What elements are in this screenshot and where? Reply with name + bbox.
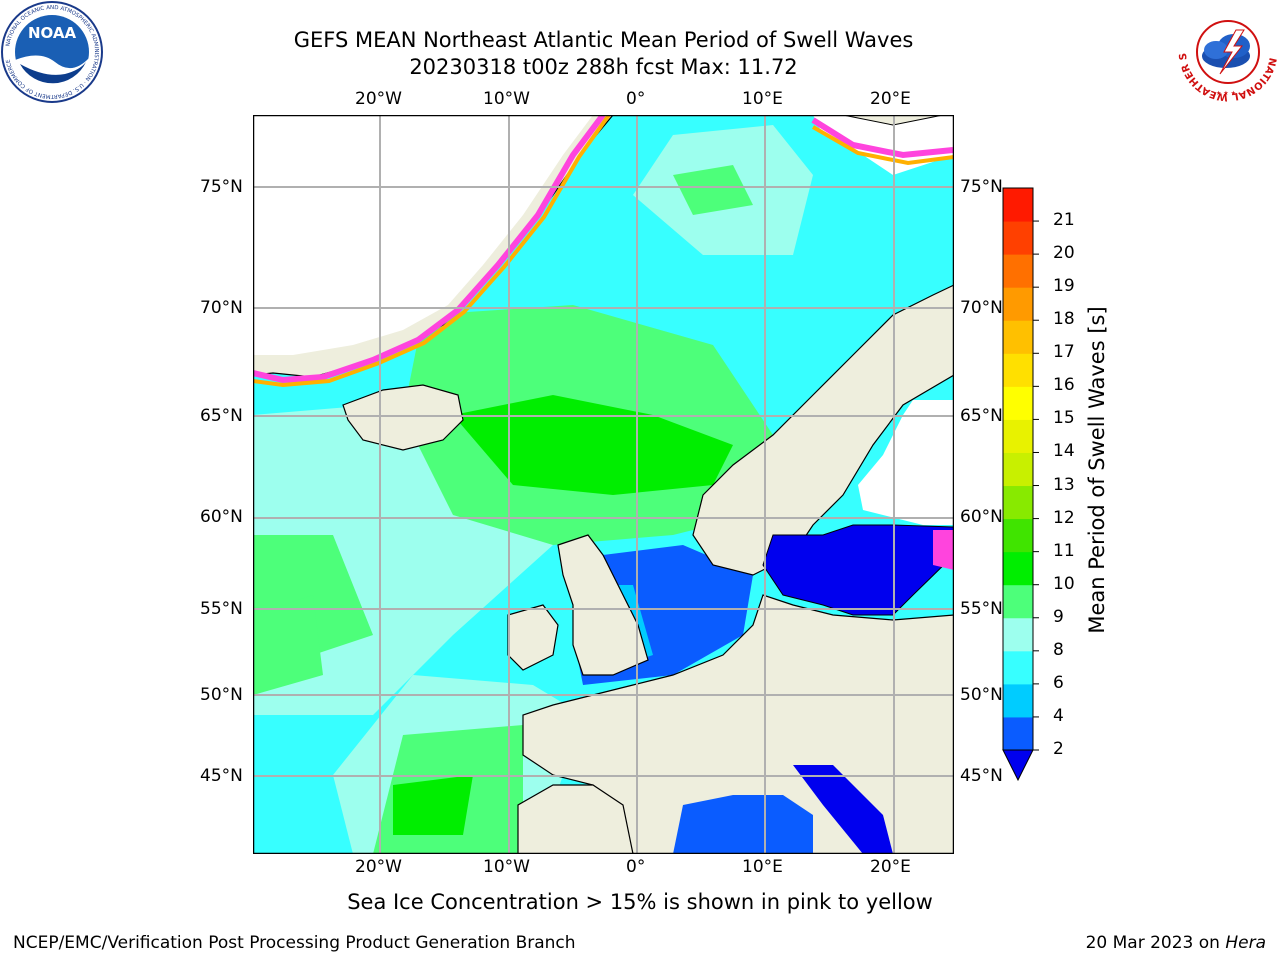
colorbar-tick-label: 12 <box>1053 507 1075 528</box>
lon-label-top: 20°E <box>870 89 911 109</box>
footer-machine: Hera <box>1225 933 1266 953</box>
colorbar-tick-label: 2 <box>1053 739 1064 759</box>
lat-label-right: 65°N <box>960 406 1003 426</box>
map-title: GEFS MEAN Northeast Atlantic Mean Period… <box>293 28 914 52</box>
colorbar-tick-label: 17 <box>1053 342 1075 363</box>
colorbar-segment <box>1003 584 1033 619</box>
colorbar-tick-label: 21 <box>1053 210 1075 231</box>
lat-label-right: 60°N <box>960 507 1003 527</box>
lat-label-right: 50°N <box>960 685 1003 705</box>
colorbar-segment <box>1003 716 1033 751</box>
colorbar-segment <box>1003 485 1033 520</box>
lon-label-bottom: 20°E <box>870 857 911 877</box>
lat-label-left: 60°N <box>200 507 243 527</box>
great-britain <box>557 534 649 676</box>
colorbar-tick-label: 6 <box>1053 672 1064 693</box>
colorbar-segment <box>1003 353 1033 387</box>
colorbar-tick-label: 15 <box>1053 408 1075 429</box>
lon-label-bottom: 10°W <box>483 857 530 877</box>
colorbar-segment <box>1003 452 1033 487</box>
lat-label-right: 55°N <box>960 599 1003 619</box>
lon-label-top: 0° <box>626 89 646 109</box>
lat-label-left: 45°N <box>200 766 243 786</box>
colorbar-segment <box>1003 320 1033 354</box>
colorbar-segment <box>1003 188 1033 222</box>
iberia <box>517 784 634 854</box>
colorbar-tick-label: 11 <box>1053 540 1075 561</box>
colorbar-tick-label: 16 <box>1053 375 1075 396</box>
noaa-logo: NOAA NATIONAL OCEANIC AND ATMOSPHERIC AD… <box>1 1 103 103</box>
colorbar-segment <box>1003 221 1033 255</box>
footer-credit: NCEP/EMC/Verification Post Processing Pr… <box>13 933 576 953</box>
lon-label-top: 10°W <box>483 89 530 109</box>
colorbar-segment <box>1003 518 1033 553</box>
lat-label-left: 55°N <box>200 599 243 619</box>
lat-label-right: 75°N <box>960 177 1003 197</box>
lat-label-left: 75°N <box>200 177 243 197</box>
colorbar <box>1002 187 1039 782</box>
colorbar-segment <box>1003 386 1033 420</box>
nws-logo: NATIONAL WEATHER SERVICE ★ ★ ★ <box>1176 0 1278 102</box>
scandinavia <box>692 284 954 576</box>
lon-label-bottom: 0° <box>626 857 646 877</box>
map-subtitle: 20230318 t00z 288h fcst Max: 11.72 <box>409 55 798 79</box>
lat-label-right: 45°N <box>960 766 1003 786</box>
colorbar-segment <box>1003 650 1033 685</box>
lat-label-left: 70°N <box>200 298 243 318</box>
sea-ice-caption: Sea Ice Concentration > 15% is shown in … <box>347 890 933 914</box>
colorbar-under-arrow <box>1002 749 1034 782</box>
lat-label-right: 70°N <box>960 298 1003 318</box>
swell-period-map <box>253 115 954 854</box>
colorbar-segment <box>1003 617 1033 652</box>
colorbar-tick-label: 4 <box>1053 705 1064 726</box>
lon-label-bottom: 10°E <box>742 857 783 877</box>
colorbar-segment <box>1003 254 1033 288</box>
colorbar-tick-label: 14 <box>1053 441 1075 462</box>
colorbar-tick-label: 18 <box>1053 309 1075 330</box>
mediterranean <box>673 795 813 854</box>
footer-date-text: 20 Mar 2023 on <box>1085 933 1226 953</box>
colorbar-tick-label: 9 <box>1053 606 1064 627</box>
lon-label-bottom: 20°W <box>355 857 402 877</box>
colorbar-tick-label: 8 <box>1053 639 1064 660</box>
lon-label-top: 10°E <box>742 89 783 109</box>
footer-date: 20 Mar 2023 on Hera <box>1086 933 1266 953</box>
colorbar-segment <box>1003 287 1033 321</box>
colorbar-label: Mean Period of Swell Waves [s] <box>1085 306 1109 634</box>
colorbar-tick-label: 19 <box>1053 276 1075 297</box>
colorbar-segment <box>1003 551 1033 586</box>
iceland <box>342 384 464 451</box>
lat-label-left: 50°N <box>200 685 243 705</box>
lat-label-left: 65°N <box>200 406 243 426</box>
lon-label-top: 20°W <box>355 89 402 109</box>
baltic-sea <box>762 524 954 616</box>
colorbar-tick-label: 10 <box>1053 573 1075 594</box>
colorbar-tick-label: 20 <box>1053 243 1075 264</box>
svg-text:★ ★ ★: ★ ★ ★ <box>1216 90 1236 97</box>
colorbar-frame <box>1002 187 1034 751</box>
noaa-logo-text: NOAA <box>28 24 77 42</box>
colorbar-segment <box>1003 683 1033 718</box>
colorbar-tick-label: 13 <box>1053 474 1075 495</box>
colorbar-segment <box>1003 419 1033 453</box>
